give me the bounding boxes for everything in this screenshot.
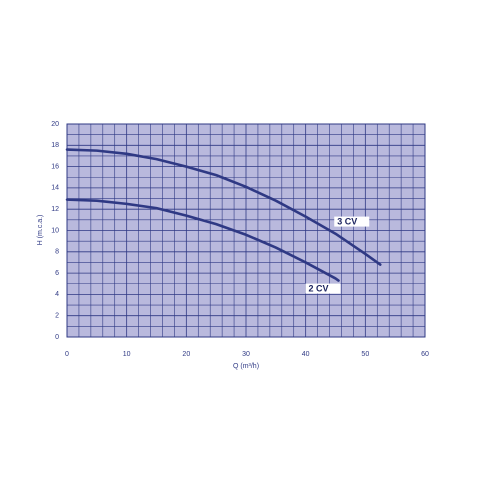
y-axis-label: H (m.c.a.) [37,215,44,246]
y-tick-label: 16 [51,163,59,170]
label-box [334,216,370,227]
x-tick-label: 40 [302,351,310,358]
curve [65,198,340,282]
x-tick-label: 20 [182,351,190,358]
curve [65,148,382,266]
y-tick-label: 8 [55,249,59,256]
series-label: 2 CV [308,283,328,293]
x-tick-label: 10 [123,351,131,358]
y-tick-label: 4 [55,291,59,298]
y-tick-label: 10 [51,227,59,234]
x-tick-label: 0 [65,351,69,358]
label-box [305,283,341,294]
x-tick-label: 50 [361,351,369,358]
y-tick-label: 20 [51,121,59,128]
x-tick-label: 30 [242,351,250,358]
x-tick-label: 60 [421,351,429,358]
y-tick-label: 18 [51,142,59,149]
series-label: 3 CV [337,216,357,226]
y-tick-label: 2 [55,313,59,320]
plot-frame [66,123,426,338]
y-tick-label: 6 [55,270,59,277]
x-axis-label: Q (m³/h) [233,363,259,370]
y-tick-label: 12 [51,206,59,213]
curve-label: 3 CV [334,216,370,227]
curve-label: 2 CV [305,283,341,294]
y-tick-label: 0 [55,334,59,341]
y-tick-label: 14 [51,185,59,192]
